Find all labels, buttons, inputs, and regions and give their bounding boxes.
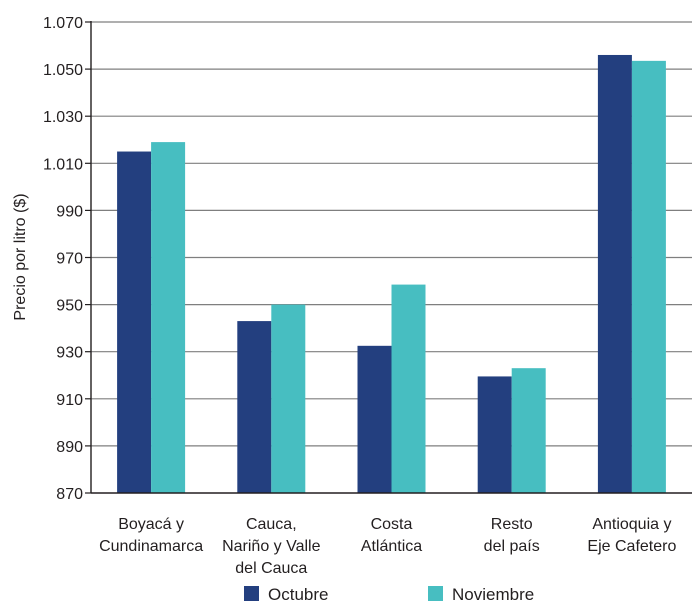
category-label: Cundinamarca [99, 538, 203, 555]
y-tick-label: 970 [56, 251, 83, 268]
category-label: Cauca, [246, 516, 297, 533]
category-label: del Cauca [235, 560, 307, 577]
y-tick-label: 890 [56, 439, 83, 456]
bar-noviembre-2 [391, 284, 426, 493]
category-label: Nariño y Valle [222, 538, 321, 555]
bar-octubre-0 [117, 151, 152, 493]
category-label: del país [484, 538, 540, 555]
legend-label-noviembre: Noviembre [452, 585, 534, 604]
y-tick-label: 910 [56, 392, 83, 409]
legend: Octubre Noviembre [244, 585, 534, 604]
category-label: Antioquia y [592, 516, 671, 533]
bar-noviembre-1 [271, 304, 306, 493]
category-labels: Boyacá y Cundinamarca Cauca, Nariño y Valle… [99, 516, 676, 577]
y-tick-labels: 870 890 910 930 950 970 990 1.010 1.030 1.050 1.07… [43, 15, 83, 503]
y-tick-label: 1.070 [43, 15, 83, 32]
legend-swatch-noviembre [428, 586, 443, 601]
axes [90, 21, 692, 494]
y-axis-title: Precio por litro ($) [12, 193, 29, 320]
bar-octubre-3 [477, 376, 512, 493]
y-tick-label: 1.030 [43, 109, 83, 126]
bar-noviembre-4 [631, 60, 666, 494]
category-label: Eje Cafetero [587, 538, 676, 555]
bars [117, 54, 666, 494]
category-label: Atlántica [361, 538, 422, 555]
bar-octubre-1 [237, 321, 272, 493]
category-label: Resto [491, 516, 533, 533]
category-label: Boyacá y [118, 516, 184, 533]
y-tick-label: 1.050 [43, 62, 83, 79]
y-tick-label: 990 [56, 203, 83, 220]
category-label: Costa [371, 516, 413, 533]
bar-noviembre-3 [511, 368, 546, 493]
bar-octubre-2 [357, 345, 392, 493]
y-tick-label: 1.010 [43, 156, 83, 173]
bar-octubre-4 [597, 54, 632, 493]
bar-noviembre-0 [151, 142, 186, 494]
legend-swatch-octubre [244, 586, 259, 601]
y-tick-label: 870 [56, 486, 83, 503]
y-tick-label: 950 [56, 298, 83, 315]
y-tick-label: 930 [56, 345, 83, 362]
legend-label-octubre: Octubre [268, 585, 328, 604]
